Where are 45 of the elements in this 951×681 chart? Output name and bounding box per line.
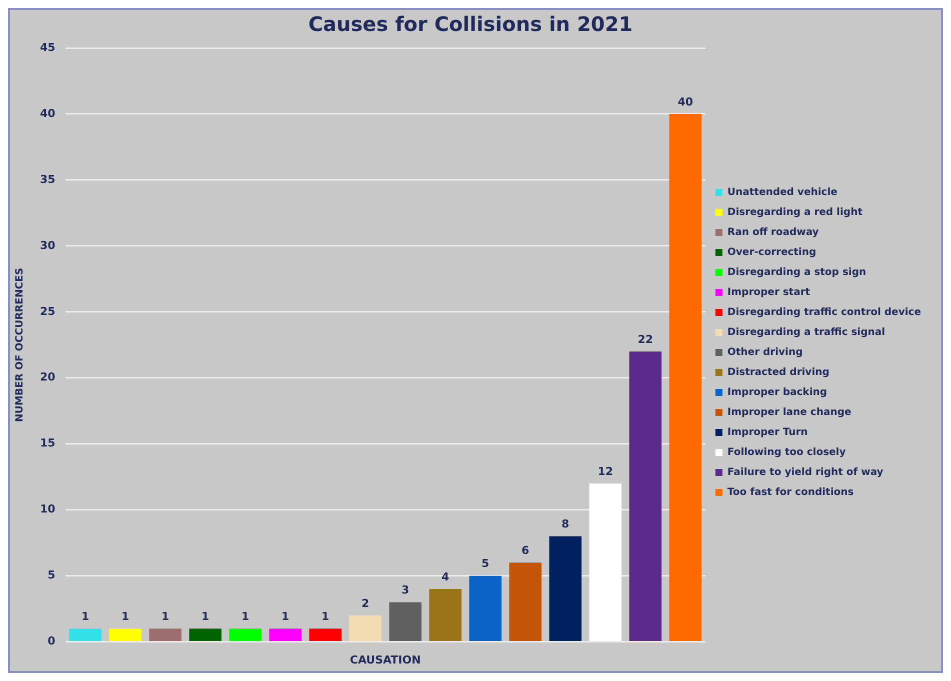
y-tick-label: 40 bbox=[40, 106, 56, 120]
y-tick-label: 25 bbox=[40, 304, 56, 318]
legend-label: Failure to yield right of way bbox=[727, 467, 884, 478]
data-label: 22 bbox=[638, 332, 654, 346]
data-label: 8 bbox=[562, 518, 570, 531]
data-label: 1 bbox=[322, 610, 330, 623]
legend-label: Following too closely bbox=[727, 447, 846, 458]
y-tick-label: 15 bbox=[40, 436, 56, 450]
y-tick-label: 5 bbox=[48, 568, 56, 582]
data-label: 40 bbox=[678, 95, 694, 108]
legend-label: Improper lane change bbox=[727, 407, 852, 418]
y-tick-label: 0 bbox=[48, 634, 56, 648]
data-label: 4 bbox=[442, 570, 450, 584]
legend-label: Disregarding traffic control device bbox=[727, 307, 922, 318]
y-axis-title: NUMBER OF OCCURRENCES bbox=[14, 268, 26, 422]
legend-label: Disregarding a red light bbox=[727, 207, 863, 218]
legend-label: Improper Turn bbox=[727, 427, 808, 438]
data-label: 1 bbox=[242, 610, 250, 623]
y-tick-label: 35 bbox=[40, 172, 56, 186]
legend-label: Other driving bbox=[727, 347, 803, 358]
legend-label: Improper start bbox=[727, 287, 810, 298]
data-label: 2 bbox=[362, 596, 370, 610]
legend-label: Unattended vehicle bbox=[727, 187, 838, 198]
data-label: 1 bbox=[202, 610, 210, 623]
data-label: 3 bbox=[402, 584, 410, 597]
legend-label: Too fast for conditions bbox=[727, 487, 854, 498]
legend-label: Ran off roadway bbox=[727, 227, 820, 238]
data-label: 1 bbox=[121, 610, 130, 623]
data-label: 12 bbox=[598, 464, 614, 478]
data-label: 5 bbox=[482, 557, 490, 570]
data-label: 1 bbox=[81, 610, 90, 623]
legend-label: Disregarding a traffic signal bbox=[727, 327, 886, 338]
y-tick-label: 10 bbox=[40, 502, 56, 516]
data-label: 1 bbox=[161, 610, 170, 623]
data-label: 1 bbox=[282, 610, 290, 623]
legend-label: Distracted driving bbox=[727, 367, 830, 378]
y-tick-label: 20 bbox=[40, 370, 56, 384]
x-axis-title: CAUSATION bbox=[350, 653, 421, 666]
chart-title: Causes for Collisions in 2021 bbox=[308, 12, 633, 36]
legend-label: Over-correcting bbox=[727, 247, 816, 258]
y-tick-label: 30 bbox=[40, 238, 56, 252]
legend-label: Improper backing bbox=[727, 387, 828, 398]
y-tick-label: 45 bbox=[40, 40, 56, 54]
legend-label: Disregarding a stop sign bbox=[727, 267, 866, 278]
data-label: 6 bbox=[522, 544, 530, 557]
